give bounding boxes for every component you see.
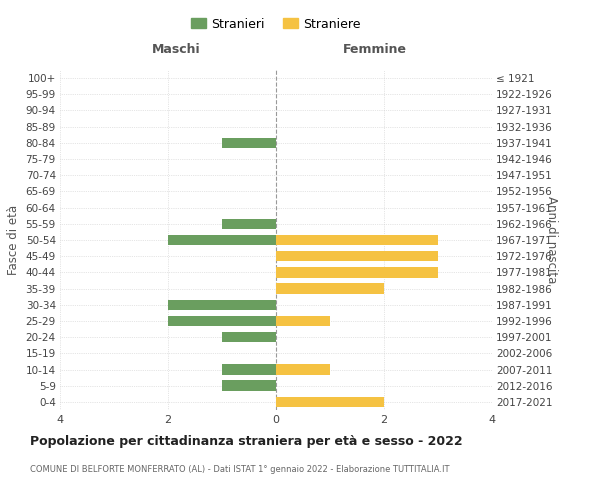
Bar <box>222 380 276 391</box>
Bar <box>168 316 276 326</box>
Legend: Stranieri, Straniere: Stranieri, Straniere <box>185 11 367 37</box>
Bar <box>276 251 438 262</box>
Bar <box>222 138 276 148</box>
Text: COMUNE DI BELFORTE MONFERRATO (AL) - Dati ISTAT 1° gennaio 2022 - Elaborazione T: COMUNE DI BELFORTE MONFERRATO (AL) - Dat… <box>30 465 449 474</box>
Y-axis label: Anni di nascita: Anni di nascita <box>545 196 559 284</box>
Bar <box>276 267 438 278</box>
Bar <box>222 218 276 229</box>
Bar <box>276 316 330 326</box>
Bar <box>222 364 276 375</box>
Bar <box>276 396 384 407</box>
Bar <box>276 364 330 375</box>
Bar <box>222 332 276 342</box>
Text: Femmine: Femmine <box>343 44 407 57</box>
Bar <box>168 300 276 310</box>
Bar <box>276 284 384 294</box>
Text: Popolazione per cittadinanza straniera per età e sesso - 2022: Popolazione per cittadinanza straniera p… <box>30 435 463 448</box>
Bar <box>168 234 276 246</box>
Text: Maschi: Maschi <box>152 44 201 57</box>
Bar <box>276 234 438 246</box>
Y-axis label: Fasce di età: Fasce di età <box>7 205 20 275</box>
